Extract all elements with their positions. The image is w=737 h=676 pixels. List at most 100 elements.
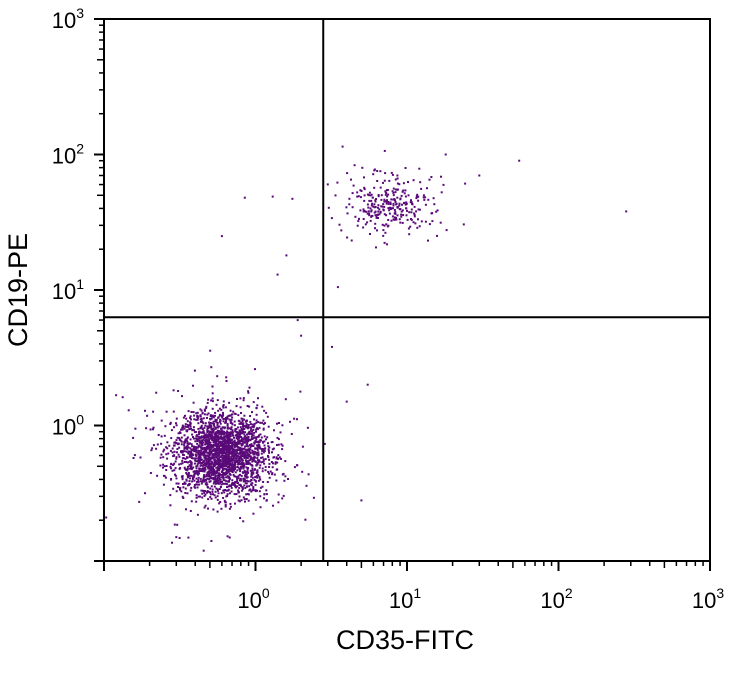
data-point: [426, 187, 428, 190]
data-point: [390, 198, 393, 201]
data-point: [176, 448, 179, 450]
data-point: [396, 196, 399, 199]
data-point: [382, 203, 385, 206]
data-point: [211, 397, 214, 400]
data-point: [197, 427, 200, 430]
data-point: [256, 441, 259, 444]
data-point: [408, 233, 411, 236]
data-point: [202, 490, 205, 493]
data-point: [175, 456, 178, 459]
data-point: [227, 449, 230, 452]
data-point: [207, 507, 209, 510]
data-point: [223, 465, 226, 468]
data-point: [165, 453, 168, 456]
data-point: [162, 466, 164, 469]
data-point: [378, 213, 381, 216]
data-point: [152, 410, 155, 413]
data-point: [173, 444, 176, 447]
data-point: [226, 426, 229, 429]
data-point: [380, 198, 383, 201]
data-point: [211, 453, 214, 456]
data-point: [207, 425, 210, 428]
data-point: [189, 438, 192, 441]
data-point: [197, 495, 200, 498]
data-point: [248, 485, 251, 488]
data-point: [229, 452, 232, 455]
data-point: [368, 212, 371, 215]
tick-label-base: 10: [52, 279, 76, 304]
tick-label-base: 10: [540, 588, 564, 613]
data-point: [396, 188, 399, 191]
data-point: [177, 453, 180, 456]
data-point: [234, 475, 237, 478]
data-point: [239, 397, 242, 400]
data-point: [186, 473, 189, 476]
data-point: [414, 222, 417, 225]
data-point: [217, 426, 219, 429]
data-point: [144, 409, 146, 412]
data-point: [246, 440, 249, 443]
data-point: [275, 457, 278, 460]
data-point: [223, 431, 226, 434]
data-point: [188, 482, 191, 485]
data-point: [144, 492, 146, 495]
data-point: [264, 458, 267, 461]
data-point: [251, 449, 254, 452]
data-point: [251, 489, 254, 492]
data-point: [166, 441, 169, 444]
data-point: [176, 436, 179, 439]
data-point: [216, 495, 219, 498]
data-point: [227, 436, 230, 439]
data-point: [235, 431, 238, 433]
data-point: [193, 479, 196, 482]
data-point: [246, 457, 249, 459]
data-point: [220, 483, 223, 486]
data-point: [228, 492, 231, 495]
data-point: [199, 459, 202, 462]
data-point: [376, 170, 379, 172]
data-point: [215, 470, 218, 473]
data-point: [215, 459, 218, 462]
data-point: [374, 222, 377, 225]
data-point: [253, 418, 256, 421]
data-point: [215, 432, 218, 435]
data-point: [221, 473, 224, 476]
data-point: [197, 476, 200, 479]
data-point: [247, 462, 250, 465]
data-point: [197, 453, 200, 456]
data-point: [213, 439, 216, 442]
data-point: [205, 436, 207, 438]
data-point: [196, 486, 199, 489]
data-point: [237, 463, 240, 466]
data-point: [330, 217, 333, 220]
data-point: [230, 486, 233, 489]
data-point: [185, 479, 188, 482]
data-point: [232, 457, 235, 460]
data-point: [243, 469, 246, 472]
data-point: [239, 439, 242, 442]
data-point: [229, 409, 232, 412]
data-point: [216, 480, 219, 482]
data-point: [203, 494, 206, 497]
data-point: [200, 436, 203, 439]
data-point: [403, 201, 405, 204]
data-point: [198, 454, 201, 457]
data-point: [175, 422, 177, 425]
data-point: [241, 486, 244, 489]
data-point: [301, 445, 304, 448]
data-point: [229, 458, 232, 461]
data-point: [428, 178, 431, 181]
data-point: [231, 445, 234, 448]
data-point: [159, 456, 162, 459]
data-point: [261, 456, 264, 459]
data-point: [184, 423, 187, 426]
data-point: [185, 425, 188, 428]
data-point: [209, 458, 212, 461]
data-point: [202, 477, 205, 480]
data-point: [240, 422, 243, 425]
data-point: [204, 409, 206, 412]
data-point: [382, 181, 384, 184]
data-point: [242, 423, 245, 426]
data-point: [237, 474, 240, 477]
data-point: [394, 191, 397, 194]
